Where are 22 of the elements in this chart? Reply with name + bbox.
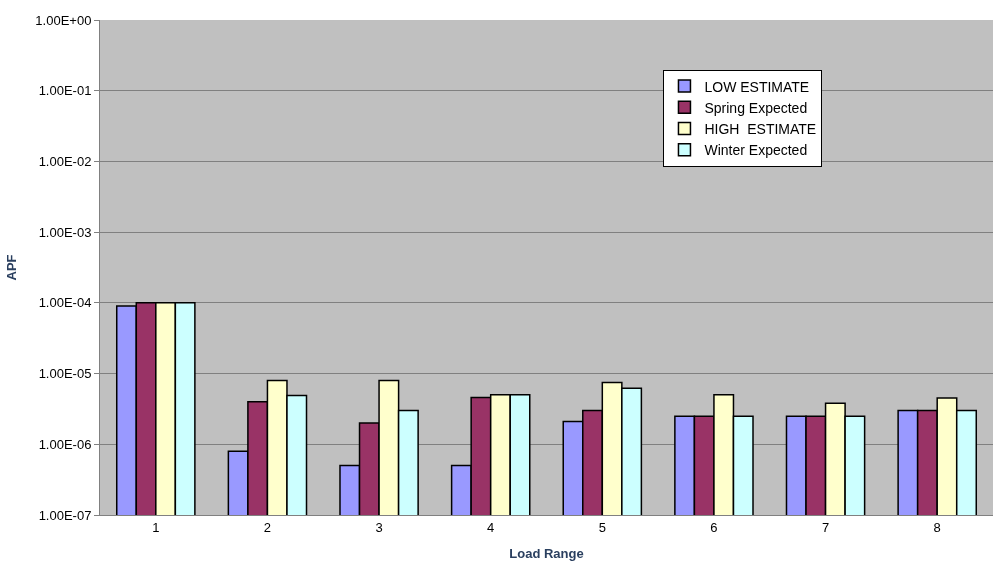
y-tick-label: 1.00E-07	[38, 507, 92, 523]
y-tick-label: 1.00E-06	[38, 436, 92, 452]
x-axis-title: Load Range	[509, 546, 584, 562]
y-tick-label: 1.00E-04	[38, 295, 92, 311]
y-axis-title: APF	[4, 254, 20, 281]
legend-label: HIGH ESTIMATE	[704, 120, 817, 137]
x-tick-label: 3	[375, 519, 383, 535]
x-tick-label: 8	[933, 519, 941, 535]
y-tick-label: 1.00E-05	[38, 366, 92, 382]
x-tick-label: 6	[710, 519, 718, 535]
y-tick-label: 1.00E-02	[38, 153, 92, 169]
y-tick-label: 1.00E+00	[35, 12, 92, 28]
y-tick-label: 1.00E-03	[38, 224, 92, 240]
legend-label: Spring Expected	[704, 99, 808, 116]
x-tick-label: 1	[152, 519, 160, 535]
x-tick-label: 5	[598, 519, 606, 535]
x-tick-label: 7	[821, 519, 830, 535]
legend-label: LOW ESTIMATE	[704, 78, 810, 95]
legend-label: Winter Expected	[704, 142, 808, 159]
x-tick-label: 4	[487, 519, 495, 535]
y-tick-label: 1.00E-01	[38, 83, 92, 99]
x-tick-label: 2	[263, 519, 272, 535]
